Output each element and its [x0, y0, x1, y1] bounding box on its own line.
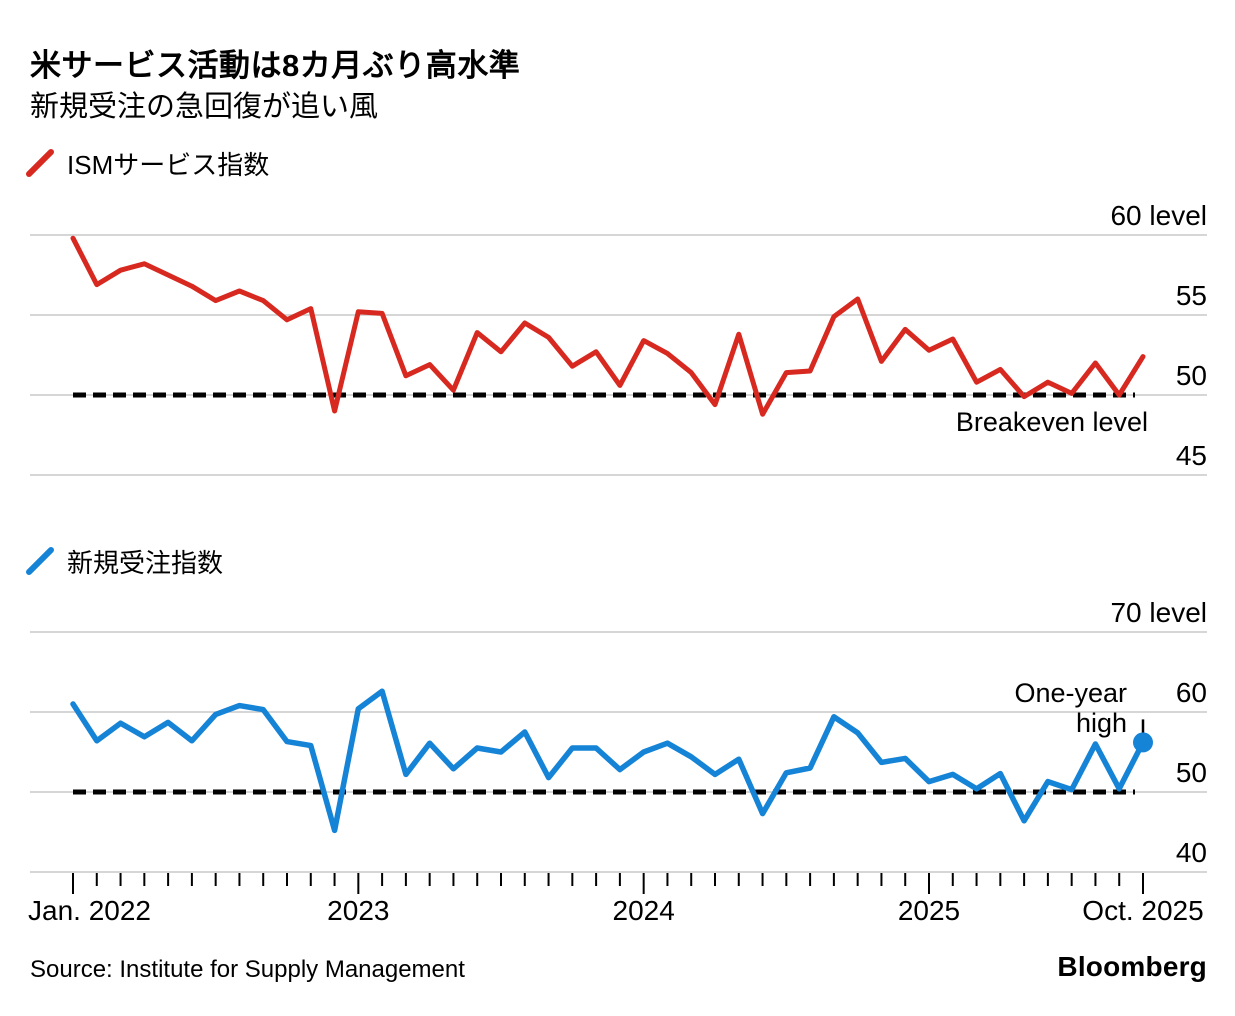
ism-series-line — [70, 235, 1146, 417]
chart-title: 米サービス活動は8カ月ぶり高水準 — [30, 48, 521, 83]
x-axis-label: 2025 — [897, 895, 961, 926]
y-axis-label: 70 level — [1110, 597, 1207, 628]
x-axis-label: Jan. 2022 — [28, 895, 151, 926]
y-axis-label: 50 — [1175, 360, 1207, 391]
y-axis-label: 60 level — [1110, 200, 1207, 231]
breakeven-level-annotation: Breakeven level — [955, 407, 1148, 437]
x-axis-label: 2023 — [327, 895, 390, 926]
new-orders-series-legend: 新規受注指数 — [26, 546, 223, 578]
x-axis-label: Oct. 2025 — [1082, 895, 1204, 926]
one-year-high-line2: high — [1075, 708, 1127, 738]
y-axis-label: 45 — [1175, 440, 1207, 471]
ism-series-legend: ISMサービス指数 — [26, 148, 269, 180]
chart-subtitle: 新規受注の急回復が追い風 — [30, 91, 379, 123]
last-point-dot — [1133, 732, 1153, 753]
blue-line-legend-icon — [26, 547, 54, 575]
ism-series-legend-label: ISMサービス指数 — [67, 149, 270, 180]
source-text: Source: Institute for Supply Management — [30, 956, 465, 983]
x-axis-label: 2024 — [612, 895, 675, 926]
one-year-high-line1: One-year — [1014, 678, 1127, 708]
y-axis-label: 55 — [1175, 280, 1207, 311]
new-orders-series-legend-label: 新規受注指数 — [67, 547, 224, 578]
one-year-high-annotation: One-year high — [1014, 678, 1127, 738]
red-line-legend-icon — [26, 149, 54, 177]
y-axis-label: 50 — [1175, 757, 1207, 788]
y-axis-label: 60 — [1175, 677, 1207, 708]
bloomberg-logo: Bloomberg — [1057, 951, 1207, 982]
new-orders-series-line — [70, 688, 1146, 834]
y-axis-label: 40 — [1175, 837, 1207, 868]
